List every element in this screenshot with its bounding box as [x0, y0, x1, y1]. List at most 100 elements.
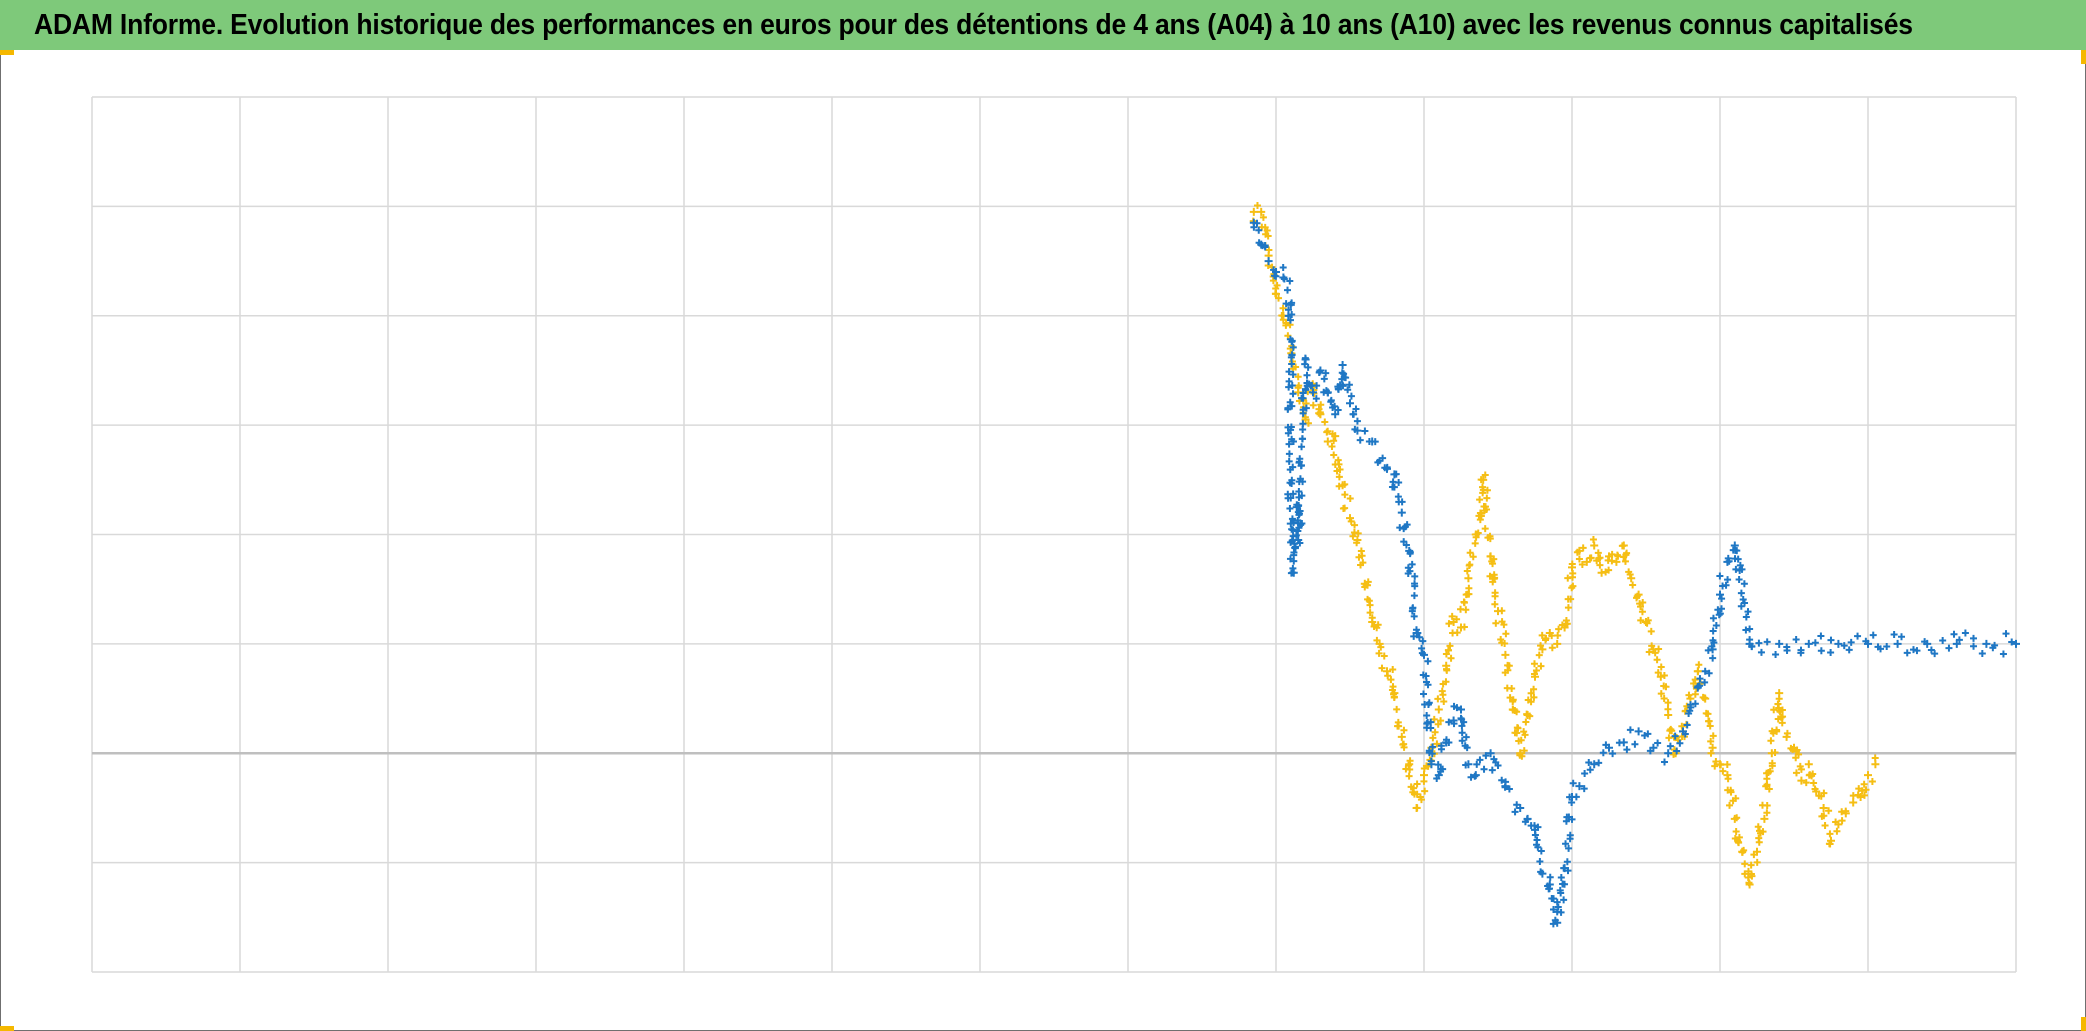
- data-point: [1490, 555, 1498, 563]
- data-point: [1511, 808, 1519, 816]
- data-point: [1458, 729, 1466, 737]
- data-point: [1709, 614, 1717, 622]
- data-point: [1747, 861, 1755, 869]
- data-point: [1849, 798, 1858, 807]
- data-point: [1701, 678, 1709, 686]
- data-point: [1463, 567, 1471, 575]
- corner-marker-top-right: [2081, 50, 2086, 64]
- data-point: [1537, 662, 1545, 670]
- data-point: [1548, 894, 1556, 902]
- data-point: [1316, 408, 1324, 416]
- data-point: [1860, 791, 1868, 799]
- data-point: [1285, 377, 1293, 385]
- data-point: [1883, 643, 1891, 651]
- data-point: [1457, 705, 1465, 714]
- data-point: [1271, 290, 1279, 298]
- data-point: [1732, 565, 1740, 573]
- data-point: [1330, 451, 1338, 459]
- data-point: [1564, 604, 1572, 612]
- data-point: [1296, 475, 1304, 483]
- data-point: [1551, 916, 1559, 924]
- data-point: [1393, 705, 1401, 713]
- corner-marker-top-left: [0, 50, 14, 55]
- data-point: [1366, 601, 1374, 609]
- data-point: [1596, 561, 1604, 569]
- data-point: [1594, 549, 1602, 557]
- data-point: [1626, 571, 1634, 579]
- data-point: [1812, 787, 1821, 796]
- data-point: [2012, 639, 2020, 648]
- data-point: [1748, 872, 1756, 880]
- data-point: [1595, 759, 1603, 767]
- data-point: [1755, 834, 1763, 842]
- data-point: [1585, 759, 1593, 767]
- data-point: [1742, 626, 1750, 634]
- data-point: [1353, 426, 1362, 435]
- data-point: [1579, 544, 1587, 552]
- data-point: [1299, 409, 1307, 417]
- data-point: [1261, 243, 1269, 251]
- data-point: [1765, 785, 1773, 793]
- data-point: [1666, 727, 1674, 735]
- data-point: [1483, 494, 1491, 502]
- data-point: [1330, 437, 1338, 445]
- data-point: [1250, 223, 1258, 231]
- data-point: [1289, 437, 1297, 445]
- data-point: [1719, 767, 1727, 775]
- data-point: [1421, 787, 1429, 795]
- data-point: [1599, 749, 1607, 757]
- data-point: [1862, 786, 1870, 794]
- data-point: [1955, 636, 1963, 644]
- data-point: [1279, 264, 1287, 272]
- data-point: [1462, 606, 1470, 614]
- data-point: [1763, 801, 1771, 809]
- data-point: [1440, 698, 1448, 706]
- data-point: [1420, 771, 1428, 780]
- data-point: [1826, 830, 1834, 838]
- data-point: [1775, 704, 1783, 712]
- data-point: [1708, 642, 1716, 650]
- data-point: [1634, 590, 1643, 599]
- data-point: [1811, 639, 1819, 647]
- data-point: [1371, 438, 1379, 446]
- data-point: [1469, 553, 1477, 561]
- data-point: [1804, 639, 1813, 648]
- data-point: [1644, 730, 1652, 738]
- data-point: [1982, 639, 1991, 648]
- data-point: [1999, 650, 2007, 658]
- data-point: [1278, 311, 1286, 319]
- data-point: [1312, 395, 1320, 403]
- data-point: [1322, 369, 1330, 377]
- data-point: [1387, 676, 1395, 684]
- data-point: [1395, 722, 1403, 730]
- data-point: [1548, 644, 1556, 652]
- data-point: [1740, 846, 1748, 854]
- data-point: [1403, 521, 1411, 529]
- data-point: [1654, 739, 1662, 747]
- data-point: [1581, 770, 1589, 778]
- data-point: [1536, 857, 1544, 865]
- data-point: [1429, 734, 1437, 742]
- data-point: [1445, 718, 1453, 726]
- data-point: [1299, 389, 1307, 397]
- data-point: [1732, 794, 1740, 802]
- data-point: [1764, 769, 1772, 777]
- data-point: [1460, 599, 1468, 607]
- data-point: [1712, 757, 1720, 765]
- data-point: [1442, 678, 1450, 686]
- data-point: [1763, 781, 1771, 789]
- data-point: [1298, 435, 1306, 443]
- data-point: [1406, 550, 1414, 558]
- data-point: [1390, 693, 1398, 701]
- data-point: [1346, 514, 1354, 523]
- data-point: [1838, 817, 1846, 825]
- data-point: [1296, 539, 1304, 547]
- data-point: [1402, 541, 1410, 549]
- data-point: [1834, 639, 1843, 648]
- data-point: [1494, 762, 1502, 770]
- data-point: [1864, 771, 1872, 780]
- data-point: [1523, 814, 1532, 823]
- data-point: [2008, 638, 2016, 646]
- data-point: [1424, 657, 1432, 665]
- data-point: [1331, 410, 1340, 419]
